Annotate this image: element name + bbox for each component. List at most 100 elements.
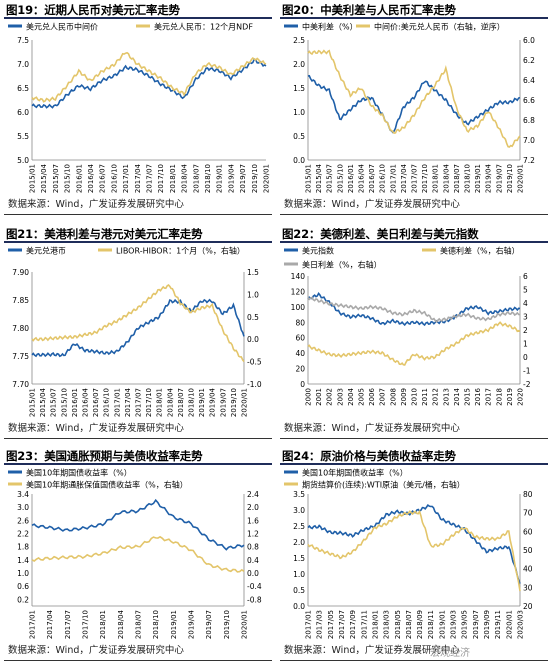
x-tick-label: 2016/01 [71,388,79,417]
x-tick-label: 2017/10 [82,610,90,639]
y-tick-label: 2.2 [17,530,29,539]
series-line [307,503,521,584]
x-tick-label: 2019 [506,388,514,406]
series-line [31,283,245,363]
x-tick-label: 2018/01 [371,610,379,639]
x-tick-label: 2018/04 [117,609,125,639]
x-tick-label: 2015/01 [305,164,313,193]
y-tick-label: 7.90 [12,268,29,277]
y-tick-label: 7.80 [12,324,29,333]
legend-label: 美日利差（%，右轴） [302,260,382,270]
x-tick-label: 2017/05 [327,610,335,639]
y-tick-label: 1.8 [17,543,29,552]
x-tick-label: 2019/07 [219,388,227,417]
x-tick-label: 2018/11 [427,610,435,639]
chart-panel-20: 图20：中美利差与人民币汇率走势 中美利差（%） 中间价:美元兑人民币（右轴，逆序… [280,0,550,221]
x-tick-label: 2009 [400,388,408,406]
chart-22: 美元指数美日利差（%，右轴）美德利差（%，右轴）1401201008060402… [284,246,531,406]
y-tick-label: 2.0 [293,538,305,547]
series-line [307,291,521,327]
x-tick-label: 2017/04 [134,163,142,193]
x-tick-label: 2020/01 [263,164,271,193]
title-underline [4,17,272,19]
series-line [307,321,521,366]
x-tick-label: 2018/03 [383,610,391,639]
chart-panel-19: 图19：近期人民币对美元汇率走势 美元兑人民币中间价 美元兑人民币：12个月NDF… [4,0,274,221]
y2-tick-label: -0.8 [247,595,262,604]
source-underline [4,438,272,439]
legend-label: 美元指数 [302,246,334,256]
series-line [31,298,245,358]
legend-label: 中间价:美元兑人民币（右轴，逆序） [374,22,505,32]
x-tick-label: 2020/03 [517,610,525,639]
y-tick-label: 40 [295,349,305,358]
y-tick-label: 0.0 [293,156,305,165]
x-tick-label: 2019/04 [227,163,235,193]
x-tick-label: 2017/04 [124,387,132,417]
y-tick-label: 0.0 [293,602,305,611]
source-note: 数据来源：Wind，广发证券发展研究中心 [284,645,460,656]
y2-tick-label: 1 [523,340,528,349]
x-tick-label: 2015/07 [50,388,58,417]
series-line [307,49,521,148]
y-tick-label: 1.0 [293,570,305,579]
x-tick-label: 2018/01 [169,164,177,193]
y2-tick-label: 2 [523,326,528,335]
chart-title: 图19：近期人民币对美元汇率走势 [6,3,180,17]
y2-tick-label: 7.0 [523,136,535,145]
x-tick-label: 2019/07 [472,610,480,639]
y-tick-label: 20 [295,365,305,374]
y2-tick-label: 6.6 [523,96,535,105]
y2-tick-label: 0.0 [247,335,259,344]
x-tick-label: 2017/10 [145,388,153,417]
x-tick-label: 2018/04 [442,163,450,193]
y-tick-label: 7.5 [17,36,29,45]
x-tick-label: 2002 [326,388,334,406]
x-tick-label: 2017/03 [316,610,324,639]
x-tick-label: 2017/10 [421,164,429,193]
x-tick-label: 2018/10 [464,164,472,193]
y2-tick-label: 6.4 [523,76,535,85]
y2-tick-label: 1.2 [247,530,259,539]
x-tick-label: 2017/04 [400,163,408,193]
x-tick-label: 2003 [336,388,344,406]
x-tick-label: 2017/07 [146,164,154,193]
x-tick-label: 2017/07 [411,164,419,193]
x-tick-label: 2016/01 [347,164,355,193]
y2-tick-label: -1.0 [247,380,262,389]
x-tick-label: 2019/11 [494,610,502,639]
x-tick-label: 2007 [379,388,387,406]
chart-panel-24: 图24：原油价格与美债收益率走势 美国10年期国债收益率（%） 期货结算价(连续)… [280,446,550,667]
x-tick-label: 2012 [432,388,440,406]
y-tick-label: 5.0 [17,156,29,165]
x-tick-label: 2015/04 [40,163,48,193]
x-tick-label: 2019/07 [205,610,213,639]
x-tick-label: 2018/01 [156,388,164,417]
y2-tick-label: -1 [523,367,531,376]
x-tick-label: 2019/10 [506,164,514,193]
x-tick-label: 2017/07 [338,610,346,639]
x-tick-label: 2016/07 [92,388,100,417]
legend-label: 美国10年期通胀保值国债收益率（%，右轴） [26,480,188,490]
y-tick-label: 2.5 [293,522,305,531]
legend-label: 期货结算价(连续):WTI原油（美元/桶，右轴） [302,480,465,490]
x-tick-label: 2019/04 [209,387,217,417]
x-tick-label: 2000 [305,388,313,406]
y-tick-label: 5.5 [17,132,29,141]
series-line [307,296,521,323]
y2-tick-label: 0 [523,353,528,362]
chart-panel-23: 图23：美国通胀预期与美债收益率走势 美国10年期国债收益率（%） 美国10年期通… [4,446,274,667]
x-tick-label: 2014 [453,387,461,405]
y-tick-label: 1.0 [293,108,305,117]
x-tick-label: 2015/10 [60,388,68,417]
x-tick-label: 2001 [315,388,323,406]
y-tick-label: 6.0 [17,108,29,117]
source-note: 数据来源：Wind，广发证券发展研究中心 [8,645,184,656]
x-tick-label: 2017/10 [157,164,165,193]
y2-tick-label: 60 [523,527,533,536]
x-tick-label: 2017/01 [122,164,130,193]
y2-tick-label: 6.2 [523,56,535,65]
x-tick-label: 2016/01 [75,164,83,193]
y-tick-label: 2.0 [293,60,305,69]
y-tick-label: 1.5 [293,554,305,563]
